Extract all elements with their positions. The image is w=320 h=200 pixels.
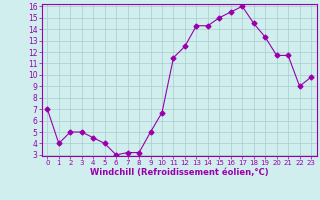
- X-axis label: Windchill (Refroidissement éolien,°C): Windchill (Refroidissement éolien,°C): [90, 168, 268, 177]
